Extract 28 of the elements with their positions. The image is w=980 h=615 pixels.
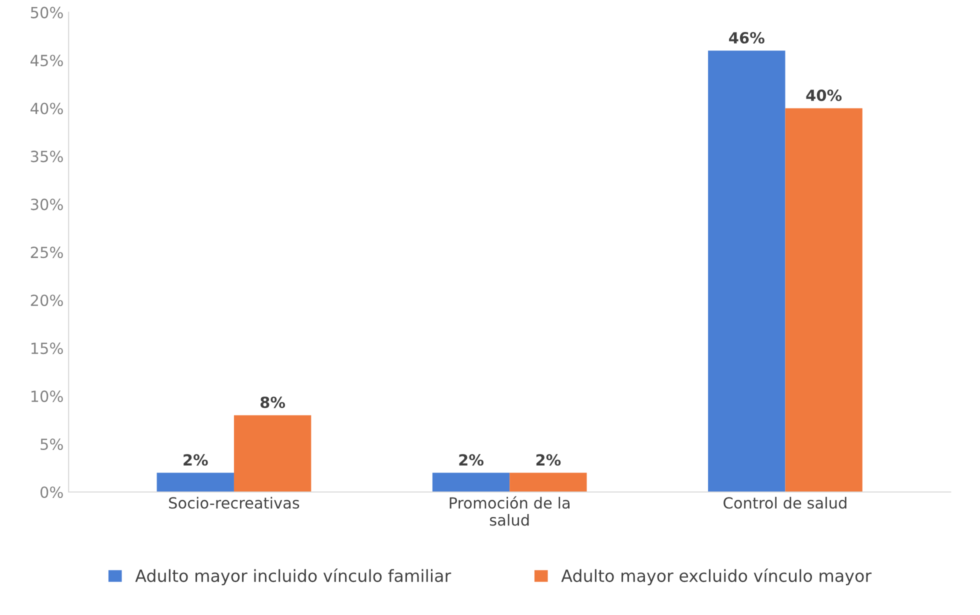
- legend-label: Adulto mayor incluido vínculo familiar: [135, 568, 452, 586]
- x-tick-label: Socio-recreativas: [169, 496, 300, 509]
- y-tick-label: 20%: [30, 294, 63, 306]
- data-label: 2%: [536, 454, 561, 466]
- y-tick-label: 10%: [31, 390, 63, 402]
- bar: [510, 472, 587, 492]
- y-tick-label: 45%: [30, 54, 63, 66]
- data-label: 40%: [806, 90, 842, 102]
- y-tick-label: 40%: [30, 102, 63, 114]
- y-tick-label: 15%: [31, 342, 63, 354]
- data-label: 2%: [184, 454, 208, 466]
- bar: [156, 472, 234, 492]
- data-label: 8%: [260, 396, 286, 408]
- y-tick-label: 30%: [30, 198, 63, 210]
- bar: [234, 415, 312, 492]
- bar: [432, 472, 510, 492]
- data-label: 2%: [459, 454, 484, 466]
- data-label: 46%: [729, 32, 764, 44]
- y-tick-label: 35%: [30, 150, 63, 162]
- legend-label: Adulto mayor excluido vínculo mayor: [561, 568, 872, 586]
- bar: [785, 108, 862, 492]
- y-tick-label: 50%: [30, 6, 63, 18]
- y-tick-label: 0%: [40, 486, 63, 498]
- y-tick-label: 25%: [30, 246, 63, 258]
- x-tick-label: Control de salud: [724, 496, 846, 509]
- bar: [708, 50, 786, 492]
- y-tick-label: 5%: [40, 438, 63, 450]
- x-tick-label: Promoción de la salud: [450, 496, 570, 526]
